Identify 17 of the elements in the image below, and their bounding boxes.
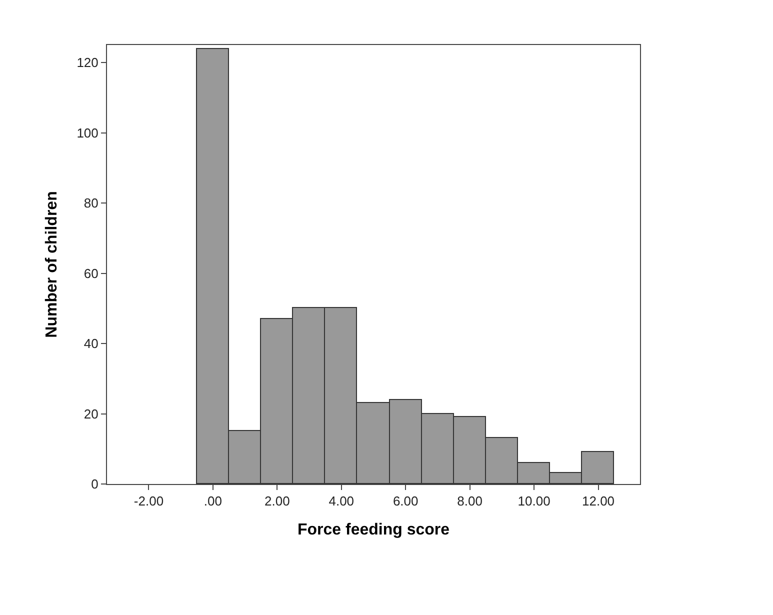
y-tick-label: 0 bbox=[91, 476, 98, 492]
x-tick-label: 12.00 bbox=[582, 494, 615, 509]
x-tick-label: 4.00 bbox=[328, 494, 354, 509]
y-axis-title: Number of children bbox=[44, 191, 61, 338]
y-tick-label: 120 bbox=[76, 55, 98, 70]
x-tick-label: .00 bbox=[204, 494, 222, 509]
x-tick-label: -2.00 bbox=[134, 494, 164, 509]
y-tick-label: 20 bbox=[84, 406, 98, 422]
x-axis-title: Force feeding score bbox=[297, 521, 450, 538]
x-tick-label: 2.00 bbox=[264, 494, 290, 509]
y-tick-label: 60 bbox=[84, 266, 98, 281]
y-tick-label: 80 bbox=[84, 196, 98, 211]
x-tick-label: 6.00 bbox=[392, 494, 418, 509]
x-tick-label: 10.00 bbox=[518, 494, 550, 509]
y-tick-label: 40 bbox=[84, 336, 98, 352]
y-tick-label: 100 bbox=[76, 125, 98, 140]
x-tick-label: 8.00 bbox=[457, 494, 482, 509]
